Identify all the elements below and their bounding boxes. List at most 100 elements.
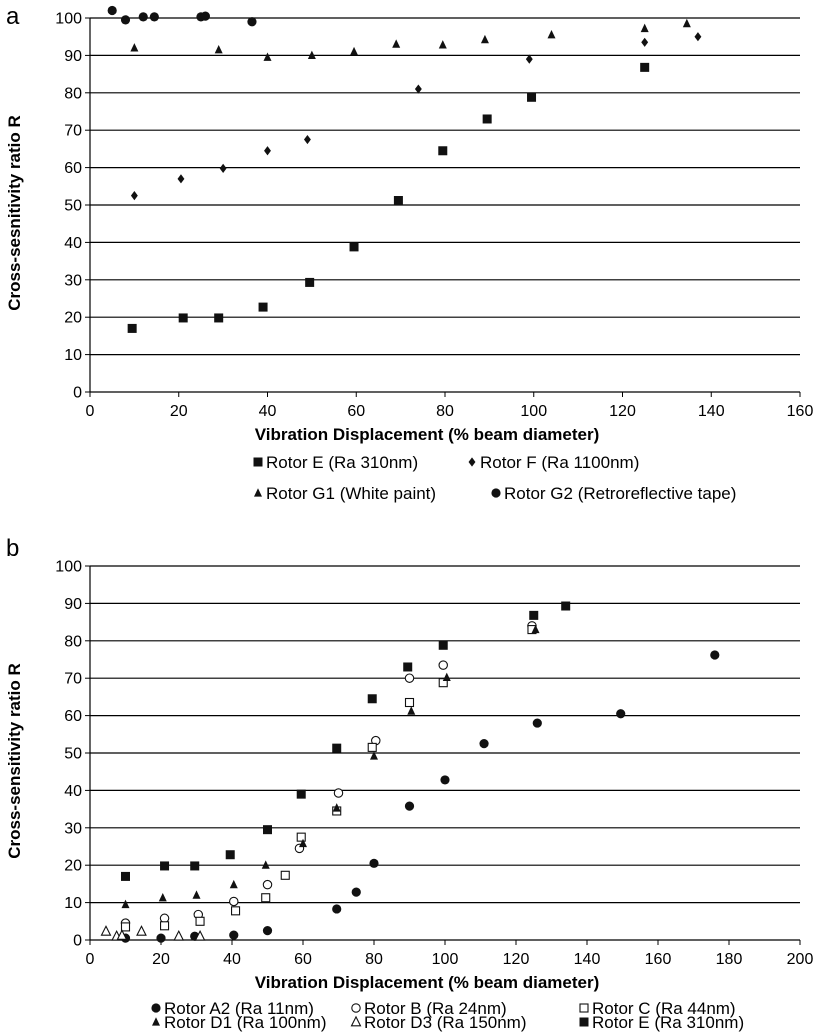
x-tick-label: 120 bbox=[503, 951, 530, 968]
data-point bbox=[156, 933, 166, 943]
data-point bbox=[438, 146, 448, 156]
legend-label: Rotor D3 (Ra 150nm) bbox=[364, 1013, 527, 1032]
x-tick-label: 200 bbox=[787, 951, 814, 968]
x-tick-label: 120 bbox=[609, 403, 636, 420]
legend-label: Rotor C (Ra 44nm) bbox=[592, 999, 736, 1018]
data-point bbox=[440, 775, 450, 785]
legend-marker bbox=[152, 1017, 160, 1026]
panel-b-letter: b bbox=[6, 535, 19, 562]
x-tick-label: 160 bbox=[645, 951, 672, 968]
data-point bbox=[160, 921, 170, 931]
panel-a-chart: a 0 10 20 30 40 50 60 70 80 90 100 0 20 40 60 80 100 120 1… bbox=[5, 3, 813, 503]
data-point bbox=[231, 906, 241, 916]
x-tick-label: 60 bbox=[347, 403, 365, 420]
x-tick-label: 40 bbox=[259, 403, 277, 420]
data-point bbox=[296, 832, 306, 842]
data-point bbox=[149, 12, 159, 22]
data-point bbox=[299, 838, 307, 848]
data-point bbox=[404, 697, 415, 708]
data-point bbox=[332, 904, 342, 914]
data-point bbox=[532, 718, 542, 728]
x-tick-label: 80 bbox=[365, 951, 383, 968]
y-tick-label: 0 bbox=[73, 933, 82, 950]
data-point bbox=[414, 84, 422, 94]
y-tick-label: 100 bbox=[55, 559, 82, 576]
legend-marker bbox=[151, 1003, 161, 1013]
y-tick-label: 70 bbox=[64, 671, 82, 688]
data-point bbox=[305, 277, 315, 287]
legend-marker bbox=[351, 1003, 361, 1013]
data-point bbox=[178, 313, 188, 323]
data-point bbox=[296, 789, 306, 799]
data-point bbox=[332, 803, 341, 812]
y-tick-label: 70 bbox=[64, 123, 82, 140]
data-point bbox=[531, 624, 540, 634]
y-tick-label: 50 bbox=[64, 746, 82, 763]
legend-entry: Rotor E (Ra 310nm) bbox=[253, 453, 418, 472]
x-tick-label: 140 bbox=[574, 951, 601, 968]
data-point bbox=[641, 37, 649, 47]
series-0 bbox=[127, 62, 650, 333]
legend-entry: Rotor E (Ra 310nm) bbox=[579, 1013, 744, 1032]
data-point bbox=[694, 32, 702, 42]
data-point bbox=[116, 929, 128, 940]
series-0 bbox=[120, 650, 720, 943]
y-tick-label: 10 bbox=[64, 347, 82, 364]
data-point bbox=[264, 146, 271, 156]
data-point bbox=[616, 709, 626, 719]
data-point bbox=[262, 879, 273, 890]
data-point bbox=[332, 743, 342, 753]
data-point bbox=[263, 825, 272, 835]
x-tick-label: 40 bbox=[223, 951, 241, 968]
data-point bbox=[369, 858, 379, 868]
data-point bbox=[367, 742, 377, 752]
data-point bbox=[261, 860, 270, 869]
y-tick-label: 20 bbox=[64, 858, 82, 875]
data-point bbox=[127, 323, 137, 333]
data-point bbox=[392, 39, 401, 48]
data-point bbox=[404, 801, 415, 811]
series-5 bbox=[121, 601, 571, 881]
x-tick-label: 140 bbox=[698, 403, 725, 420]
data-point bbox=[407, 706, 416, 715]
data-point bbox=[194, 929, 206, 941]
data-point bbox=[333, 788, 344, 798]
x-tick-label: 20 bbox=[152, 951, 170, 968]
data-point bbox=[229, 896, 239, 907]
data-point bbox=[120, 922, 131, 932]
data-point bbox=[247, 17, 257, 27]
legend-entry: Rotor F (Ra 1100nm) bbox=[468, 453, 639, 472]
data-point bbox=[438, 640, 448, 650]
data-point bbox=[527, 92, 537, 102]
y-axis-label: Cross-sesnitivity ratio R bbox=[5, 115, 24, 311]
legend-entry: Rotor A2 (Ra 11nm) bbox=[151, 999, 314, 1018]
legend-entry: Rotor B (Ra 24nm) bbox=[351, 999, 507, 1018]
data-point bbox=[350, 46, 359, 56]
data-point bbox=[138, 12, 148, 22]
y-tick-label: 90 bbox=[64, 596, 82, 613]
data-point bbox=[229, 879, 238, 889]
x-tick-label: 20 bbox=[170, 403, 188, 420]
y-tick-label: 20 bbox=[64, 310, 82, 327]
data-point bbox=[403, 662, 413, 672]
y-tick-label: 30 bbox=[64, 820, 82, 837]
legend-entry: Rotor D1 (Ra 100nm) bbox=[152, 1013, 327, 1032]
data-point bbox=[229, 930, 239, 940]
legend-entry: Rotor G1 (White paint) bbox=[254, 484, 436, 503]
series-3 bbox=[121, 624, 540, 909]
data-point bbox=[438, 678, 448, 688]
x-axis-label: Vibration Displacement (% beam diameter) bbox=[255, 973, 600, 992]
data-point bbox=[404, 673, 415, 683]
data-point bbox=[158, 892, 167, 902]
x-tick-label: 100 bbox=[432, 951, 459, 968]
data-point bbox=[525, 54, 533, 64]
panel-a-letter: a bbox=[6, 3, 20, 30]
data-point bbox=[561, 601, 571, 611]
data-point bbox=[479, 739, 489, 749]
data-point bbox=[393, 196, 403, 206]
x-tick-label: 180 bbox=[716, 951, 743, 968]
data-point bbox=[307, 50, 316, 59]
data-point bbox=[177, 174, 185, 184]
panel-b-chart: b 0 10 20 30 40 50 60 70 80 90 100 0 20 40 60 80 100 120 1… bbox=[5, 535, 813, 1032]
y-tick-label: 90 bbox=[64, 48, 82, 65]
